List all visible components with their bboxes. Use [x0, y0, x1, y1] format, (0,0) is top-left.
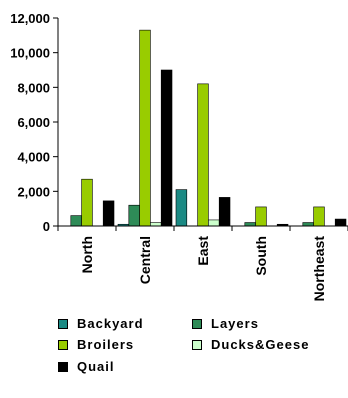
- bar-backyard-east: [175, 189, 188, 227]
- y-tick-label: 6,000: [17, 115, 50, 130]
- y-tick-label: 12,000: [10, 11, 50, 26]
- y-tick-label: 4,000: [17, 150, 50, 165]
- bar-broilers-north: [81, 178, 93, 227]
- bar-quail-central: [160, 69, 173, 227]
- y-tick-label: 8,000: [17, 80, 50, 95]
- legend-swatch-broilers: [58, 339, 68, 350]
- x-tick-label: Central: [137, 236, 153, 284]
- legend-swatch-quail: [58, 361, 68, 372]
- x-axis: North Central East South Northeast: [57, 225, 348, 302]
- legend-label-broilers: Broilers: [77, 337, 135, 352]
- bar-broilers-central: [139, 29, 151, 227]
- y-tick-label: 10,000: [10, 46, 50, 61]
- x-tick-label: South: [253, 236, 269, 276]
- legend-item-quail: Quail: [58, 359, 115, 374]
- x-tick-label: East: [195, 236, 211, 266]
- bar-quail-northeast: [334, 218, 347, 227]
- bar-broilers-south: [255, 206, 267, 227]
- bar-quail-east: [218, 197, 231, 227]
- bar-ducks-geese-central: [150, 222, 162, 227]
- legend-item-layers: Layers: [192, 316, 259, 331]
- bar-ducks-geese-east: [208, 219, 220, 227]
- bars: [70, 29, 347, 227]
- y-axis: 0 2,000 4,000 6,000 8,000 10,000 12,000: [10, 11, 59, 234]
- legend-label-layers: Layers: [211, 316, 259, 331]
- legend-label-ducks-geese: Ducks&Geese: [211, 337, 310, 352]
- bar-quail-north: [102, 200, 115, 227]
- legend-swatch-layers: [192, 318, 202, 329]
- legend-label-backyard: Backyard: [77, 316, 144, 331]
- bar-layers-central: [128, 204, 140, 227]
- legend-item-broilers: Broilers: [58, 337, 134, 352]
- bar-layers-south: [244, 222, 256, 227]
- y-tick-label: 0: [43, 219, 50, 234]
- bar-broilers-northeast: [313, 206, 325, 227]
- y-tick-label: 2,000: [17, 184, 50, 199]
- x-tick-label: Northeast: [311, 236, 327, 302]
- legend-item-backyard: Backyard: [58, 316, 144, 331]
- x-tick-label: North: [79, 236, 95, 273]
- legend-item-ducks-geese: Ducks&Geese: [192, 337, 309, 352]
- legend-swatch-backyard: [58, 318, 68, 329]
- bar-broilers-east: [197, 83, 209, 227]
- bar-layers-northeast: [302, 222, 314, 227]
- bar-layers-north: [70, 215, 82, 227]
- legend-swatch-ducks-geese: [192, 339, 202, 350]
- legend-label-quail: Quail: [77, 359, 115, 374]
- legend: Backyard Layers Broilers Ducks&Geese Qua…: [0, 308, 348, 398]
